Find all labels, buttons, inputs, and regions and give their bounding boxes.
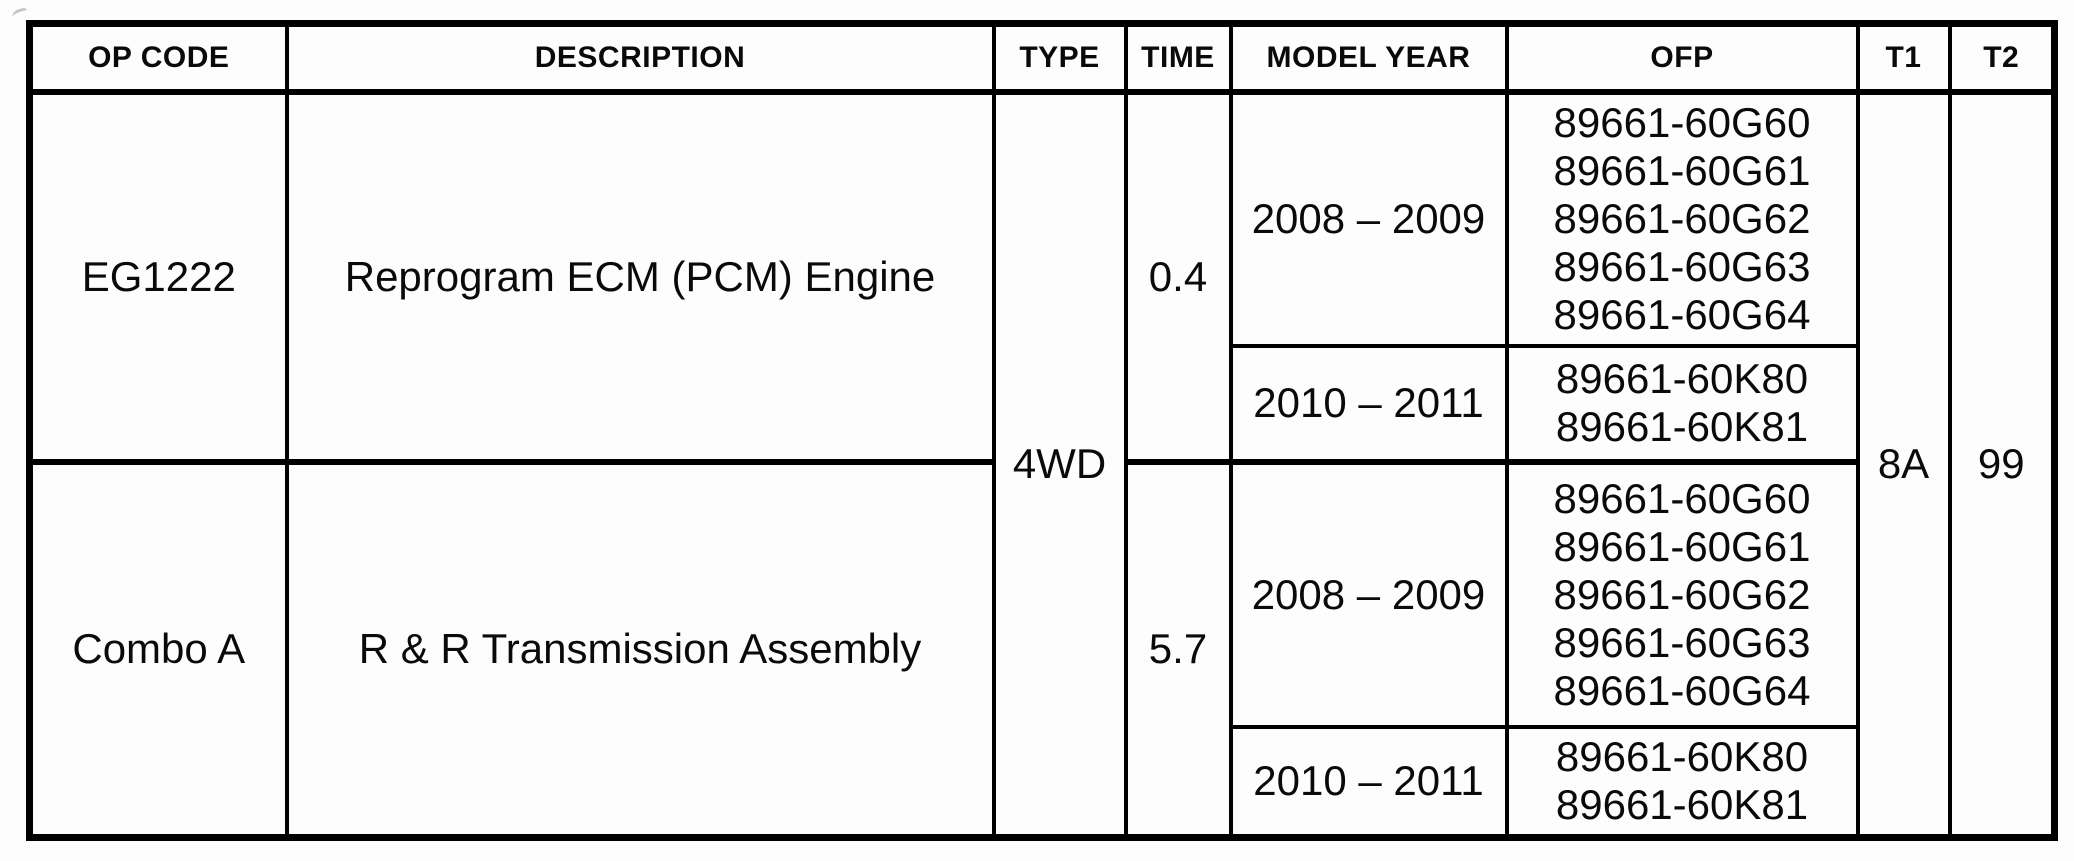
header-row: OP CODE DESCRIPTION TYPE TIME MODEL YEAR… <box>27 21 2057 95</box>
t1-cell: 8A <box>1855 89 1952 840</box>
description-cell: R & R Transmission Assembly <box>284 458 996 840</box>
model-year-cell: 2010 – 2011 <box>1228 724 1509 840</box>
col-header-t1: T1 <box>1855 21 1952 95</box>
t2-cell: 99 <box>1947 89 2057 840</box>
ofp-cell: 89661-60K80 89661-60K81 <box>1504 343 1860 464</box>
ofp-cell: 89661-60G60 89661-60G61 89661-60G62 8966… <box>1504 458 1860 729</box>
op-code-cell: EG1222 <box>27 89 289 464</box>
table-row: 2010 – 2011 89661-60K80 89661-60K81 <box>30 724 2055 840</box>
model-year-cell: 2008 – 2009 <box>1228 89 1509 348</box>
col-header-op-code: OP CODE <box>27 21 289 95</box>
table-row: 2010 – 2011 89661-60K80 89661-60K81 <box>30 343 2055 464</box>
col-header-t2: T2 <box>1947 21 2057 95</box>
op-code-table: OP CODE DESCRIPTION TYPE TIME MODEL YEAR… <box>26 20 2058 841</box>
ofp-cell: 89661-60K80 89661-60K81 <box>1504 724 1860 840</box>
col-header-ofp: OFP <box>1504 21 1860 95</box>
col-header-time: TIME <box>1123 21 1233 95</box>
op-code-cell: Combo A <box>27 458 289 840</box>
ofp-cell: 89661-60G60 89661-60G61 89661-60G62 8966… <box>1504 89 1860 348</box>
type-cell: 4WD <box>991 89 1128 840</box>
time-cell: 0.4 <box>1123 89 1233 464</box>
model-year-cell: 2008 – 2009 <box>1228 458 1509 729</box>
time-cell: 5.7 <box>1123 458 1233 840</box>
col-header-model-year: MODEL YEAR <box>1228 21 1509 95</box>
table-row: EG1222 Reprogram ECM (PCM) Engine 4WD 0.… <box>27 89 2057 840</box>
table-row: Combo A R & R Transmission Assembly 5.7 … <box>27 458 2055 840</box>
model-year-cell: 2010 – 2011 <box>1228 343 1509 464</box>
col-header-description: DESCRIPTION <box>284 21 996 95</box>
col-header-type: TYPE <box>991 21 1128 95</box>
description-cell: Reprogram ECM (PCM) Engine <box>284 89 996 464</box>
